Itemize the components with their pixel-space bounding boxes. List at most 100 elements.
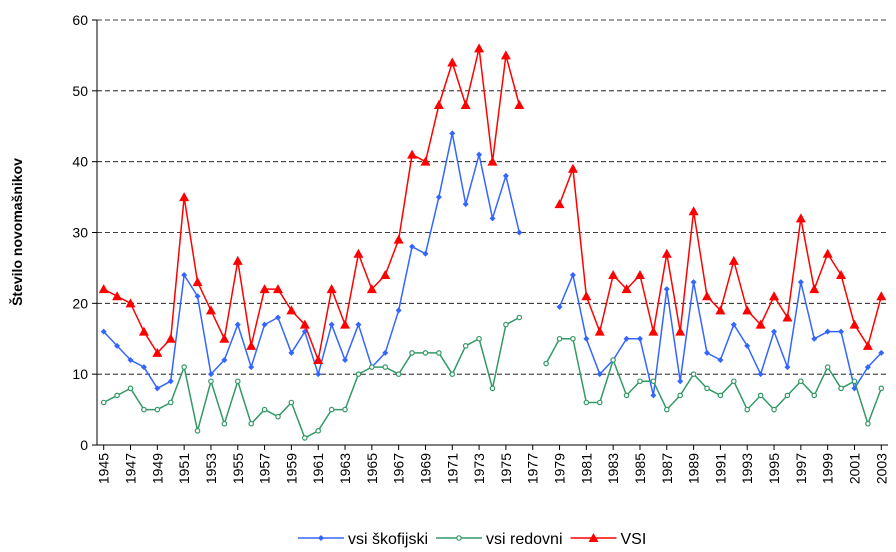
marker <box>449 371 456 377</box>
x-tick-label: 1967 <box>391 453 407 484</box>
legend-label: VSI <box>621 531 647 548</box>
marker <box>824 364 831 370</box>
marker <box>715 305 726 315</box>
x-tick-label: 1953 <box>203 453 219 484</box>
marker <box>395 307 402 314</box>
marker <box>862 340 873 350</box>
marker <box>140 364 147 371</box>
y-tick-label: 60 <box>72 12 88 28</box>
x-tick-label: 1971 <box>444 453 460 484</box>
marker <box>878 349 885 356</box>
marker <box>114 342 121 349</box>
marker <box>167 378 174 385</box>
y-tick-label: 10 <box>72 366 88 382</box>
marker <box>248 364 255 371</box>
series-line <box>103 316 882 439</box>
marker <box>462 201 469 208</box>
marker <box>393 234 404 244</box>
marker <box>299 319 310 329</box>
marker <box>275 413 281 420</box>
x-tick-label: 1999 <box>820 453 836 484</box>
marker <box>328 321 335 328</box>
marker <box>677 392 683 399</box>
marker <box>114 392 120 399</box>
marker <box>328 406 335 413</box>
x-tick-label: 1969 <box>417 453 433 484</box>
marker <box>318 535 324 541</box>
marker <box>583 335 590 342</box>
x-tick-label: 1955 <box>230 453 246 484</box>
marker <box>608 270 619 279</box>
marker <box>433 100 444 109</box>
marker <box>596 371 603 378</box>
marker <box>836 270 847 279</box>
x-tick-label: 2001 <box>846 453 862 484</box>
marker <box>369 364 375 370</box>
marker <box>380 270 391 279</box>
marker <box>288 399 295 406</box>
marker <box>717 392 724 399</box>
marker <box>755 319 766 329</box>
marker <box>500 50 511 60</box>
marker <box>181 364 187 370</box>
marker <box>232 255 243 265</box>
marker <box>744 342 751 349</box>
marker <box>342 357 349 363</box>
marker <box>744 406 751 413</box>
x-tick-label: 1945 <box>96 453 112 484</box>
marker <box>690 279 697 286</box>
marker <box>634 270 645 279</box>
marker <box>594 326 605 336</box>
x-tick-label: 1993 <box>739 453 755 484</box>
marker <box>704 349 711 356</box>
marker <box>154 406 161 413</box>
y-tick-label: 40 <box>72 154 88 170</box>
marker <box>286 305 297 315</box>
marker <box>824 328 831 335</box>
marker <box>514 100 525 109</box>
x-tick-label: 1983 <box>605 453 621 484</box>
x-tick-label: 1949 <box>149 453 165 484</box>
marker <box>205 305 216 315</box>
marker <box>436 350 442 356</box>
marker <box>489 215 496 222</box>
x-tick-label: 1975 <box>498 453 514 484</box>
marker <box>757 371 764 378</box>
marker <box>728 255 739 265</box>
marker <box>152 347 163 357</box>
marker <box>569 272 576 278</box>
marker <box>100 399 107 406</box>
x-tick-label: 1951 <box>176 453 192 484</box>
marker <box>516 314 523 321</box>
marker <box>353 248 364 258</box>
x-tick-label: 1989 <box>686 453 702 484</box>
marker <box>138 326 149 336</box>
marker <box>811 392 818 399</box>
marker <box>313 355 324 364</box>
marker <box>581 291 592 301</box>
marker <box>570 335 576 342</box>
marker <box>554 199 565 209</box>
x-tick-label: 1961 <box>310 453 326 484</box>
marker <box>382 364 389 370</box>
marker <box>192 277 203 287</box>
marker <box>221 420 228 427</box>
marker <box>420 156 431 166</box>
marker <box>797 279 804 286</box>
series-line <box>103 133 882 396</box>
x-tick-label: 1985 <box>632 453 648 484</box>
x-tick-label: 1947 <box>123 453 139 484</box>
marker <box>234 321 241 328</box>
marker <box>208 378 214 385</box>
y-axis-label: Število novomašnikov <box>8 158 25 306</box>
marker <box>261 321 268 328</box>
marker <box>154 385 161 392</box>
x-tick-label: 2003 <box>873 453 889 484</box>
marker <box>288 349 295 356</box>
marker <box>849 319 860 329</box>
marker <box>98 284 109 294</box>
marker <box>261 406 268 413</box>
marker <box>637 378 643 385</box>
marker <box>556 335 563 342</box>
